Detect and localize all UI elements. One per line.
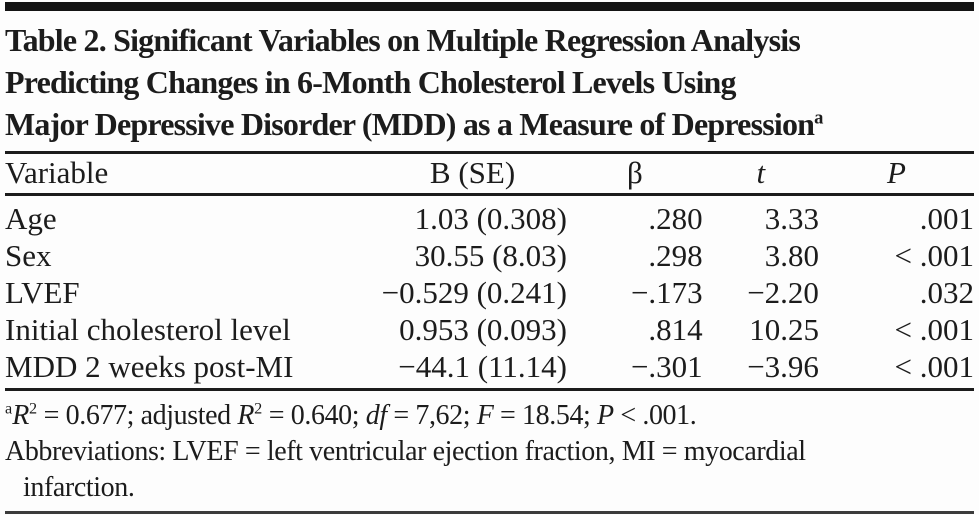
table-title-line-3-text: Major Depressive Disorder (MDD) as a Mea…: [5, 106, 815, 142]
cell-t: 3.80: [764, 238, 819, 273]
cell-variable: LVEF: [5, 275, 80, 310]
table-row-mdd-post-mi: MDD 2 weeks post-MI −44.1 (11.14) −.301 …: [5, 348, 974, 390]
cell-beta: −.173: [630, 275, 703, 310]
cell-p: .001: [919, 201, 974, 236]
cell-variable: Initial cholesterol level: [5, 312, 291, 347]
table-row-lvef: LVEF −0.529 (0.241) −.173 −2.20 .032: [5, 274, 974, 311]
footnote-marker: a: [5, 399, 13, 418]
regression-results-table: Variable B (SE) β t P Age 1.03 (0.308) .…: [5, 151, 974, 391]
cell-beta: .814: [648, 312, 703, 347]
cell-variable: Age: [5, 201, 57, 236]
cell-b-se: −44.1 (11.14): [398, 349, 568, 384]
cell-p: < .001: [894, 349, 974, 384]
column-header-variable: Variable: [5, 152, 379, 196]
table-row-age: Age 1.03 (0.308) .280 3.33 .001: [5, 195, 974, 238]
stat-r-exponent: 2: [254, 399, 263, 418]
footnote-abbreviations: Abbreviations: LVEF = left ventricular e…: [5, 434, 974, 506]
table-row-initial-cholesterol: Initial cholesterol level 0.953 (0.093) …: [5, 311, 974, 348]
cell-beta: .280: [648, 201, 703, 236]
abbreviations-line-2: infarction.: [23, 472, 135, 503]
stat-text: < .001.: [613, 400, 697, 431]
stat-df-symbol: df: [365, 400, 387, 431]
stat-text: = 18.54;: [493, 400, 598, 431]
cell-b-se: −0.529 (0.241): [381, 275, 568, 310]
stat-p-symbol: P: [597, 400, 614, 431]
table-row-sex: Sex 30.55 (8.03) .298 3.80 < .001: [5, 237, 974, 274]
stat-r-symbol: R: [237, 400, 255, 431]
title-footnote-marker: a: [814, 107, 824, 129]
column-header-p: P: [818, 152, 974, 196]
table-title-line-3: Major Depressive Disorder (MDD) as a Mea…: [5, 103, 974, 145]
stat-r-symbol: R: [12, 400, 29, 431]
cell-p: .032: [919, 275, 974, 310]
header-row: Variable B (SE) β t P: [5, 152, 974, 196]
stat-text: = 0.677; adjusted: [37, 400, 238, 431]
column-header-b-se: B (SE): [378, 152, 568, 196]
table-title-line-2: Predicting Changes in 6-Month Cholestero…: [5, 64, 737, 100]
cell-variable: Sex: [5, 238, 52, 273]
abbreviations-line-1: Abbreviations: LVEF = left ventricular e…: [5, 436, 806, 467]
cell-p: < .001: [894, 238, 974, 273]
column-header-beta: β: [567, 152, 703, 196]
table-top-rule: [5, 2, 974, 11]
column-header-t: t: [702, 152, 819, 196]
cell-b-se: 30.55 (8.03): [414, 238, 568, 273]
cell-beta: .298: [648, 238, 703, 273]
cell-t: 3.33: [764, 201, 819, 236]
cell-b-se: 1.03 (0.308): [414, 201, 568, 236]
table-title-line-1: Table 2. Significant Variables on Multip…: [5, 22, 801, 58]
stat-text: = 7,62;: [386, 400, 477, 431]
cell-t: −2.20: [747, 275, 819, 310]
footnote-statistics: aR2 = 0.677; adjusted R2 = 0.640; df = 7…: [5, 398, 974, 434]
table-header: Variable B (SE) β t P: [5, 152, 974, 196]
stat-r-exponent: 2: [28, 399, 38, 418]
cell-p: < .001: [894, 312, 974, 347]
table-title: Table 2. Significant Variables on Multip…: [5, 11, 974, 151]
stat-f-symbol: F: [476, 400, 494, 431]
stat-text: = 0.640;: [262, 400, 366, 431]
table-bottom-rule: [5, 511, 974, 514]
cell-beta: −.301: [630, 349, 703, 384]
cell-t: −3.96: [747, 349, 819, 384]
table-footnotes: aR2 = 0.677; adjusted R2 = 0.640; df = 7…: [5, 391, 974, 506]
cell-t: 10.25: [749, 312, 819, 347]
cell-b-se: 0.953 (0.093): [399, 312, 568, 347]
cell-variable: MDD 2 weeks post-MI: [5, 349, 294, 384]
table-body: Age 1.03 (0.308) .280 3.33 .001 Sex 30.5…: [5, 195, 974, 390]
